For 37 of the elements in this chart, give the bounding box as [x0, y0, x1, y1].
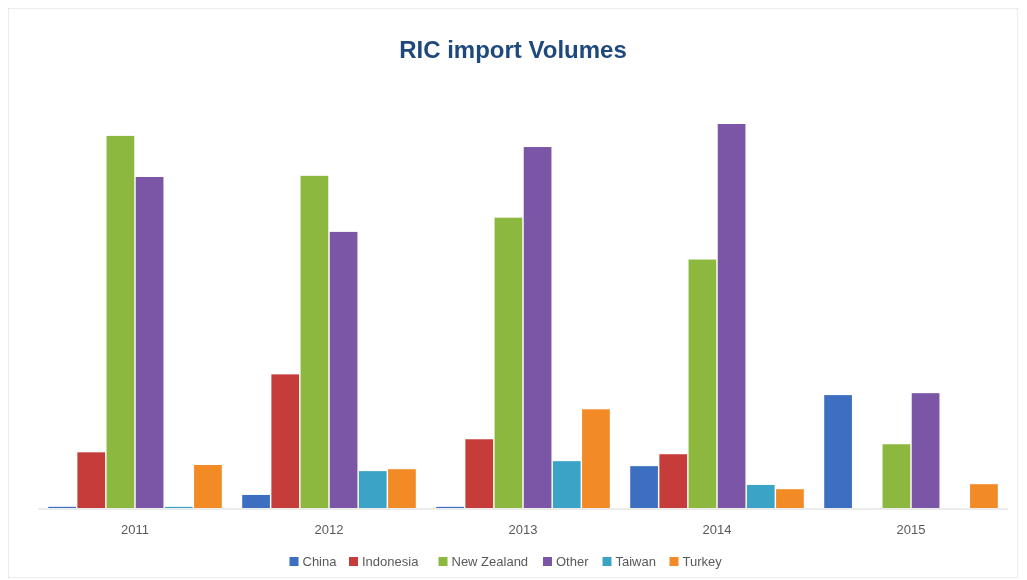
bar	[630, 466, 658, 508]
legend-label: Turkey	[682, 554, 723, 569]
legend-label: New Zealand	[451, 554, 529, 569]
bar	[552, 461, 581, 508]
legend-label: Indonesia	[362, 554, 420, 569]
bar	[388, 469, 416, 508]
bar	[135, 176, 164, 508]
bar	[717, 124, 746, 508]
bar	[77, 452, 106, 508]
bar	[300, 175, 329, 508]
chart-title: RIC import Volumes	[399, 36, 627, 63]
x-tick-label: 2014	[702, 522, 732, 537]
bar	[746, 484, 775, 508]
x-tick-label: 2013	[508, 522, 538, 537]
bar	[776, 489, 804, 508]
bar	[911, 393, 940, 508]
bar	[194, 464, 222, 508]
bar	[329, 231, 358, 508]
x-tick-label: 2015	[896, 522, 926, 537]
bar	[106, 135, 135, 508]
bar	[659, 454, 688, 508]
bar	[494, 217, 523, 508]
legend-label: Taiwan	[615, 554, 656, 569]
bar	[358, 471, 387, 508]
bar	[242, 494, 270, 508]
bar	[882, 444, 911, 508]
bar	[465, 439, 494, 508]
legend-label: Other	[556, 554, 590, 569]
bar	[824, 395, 852, 508]
legend-label: China	[302, 554, 338, 569]
bar	[970, 484, 998, 508]
x-tick-label: 2012	[314, 522, 344, 537]
bar	[688, 259, 717, 508]
x-tick-label: 2011	[121, 522, 149, 537]
bar	[271, 374, 300, 508]
bar	[523, 147, 552, 508]
bar	[582, 409, 610, 508]
